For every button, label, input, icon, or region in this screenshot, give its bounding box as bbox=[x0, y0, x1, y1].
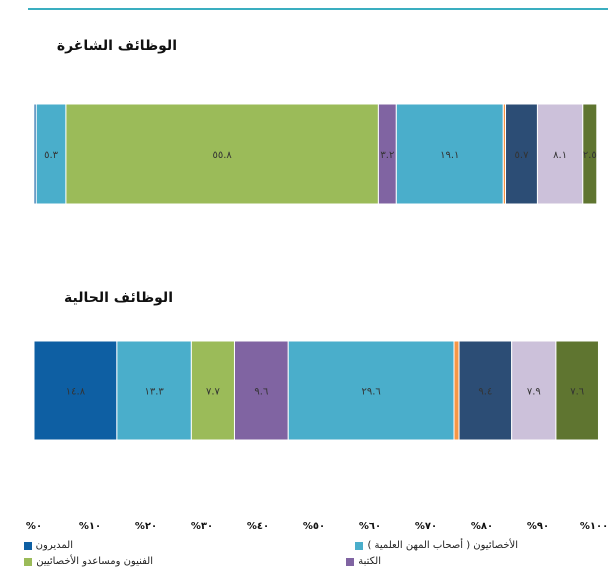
data-label-current-6: ٩.٤ bbox=[478, 387, 492, 398]
bar-segment-vacancies-8 bbox=[582, 103, 598, 205]
legend-item-technicians: الفنيون ومساعدو الأخصائيين bbox=[24, 556, 153, 567]
bar-segment-current-5 bbox=[453, 340, 460, 441]
data-label-current-3: ٩.٦ bbox=[254, 387, 268, 398]
x-tick-label-2: %٢٠ bbox=[135, 521, 157, 532]
bar-segment-vacancies-4 bbox=[395, 103, 504, 205]
x-tick-label-3: %٣٠ bbox=[191, 521, 213, 532]
x-tick-label-5: %٥٠ bbox=[303, 521, 325, 532]
data-label-current-0: ١٤.٨ bbox=[66, 387, 86, 398]
data-label-vacancies-8: ٢.٥ bbox=[583, 150, 597, 161]
legend-label-managers: المديرون bbox=[35, 540, 73, 551]
legend-label-technicians: الفنيون ومساعدو الأخصائيين bbox=[36, 556, 153, 567]
data-label-vacancies-6: ٥.٧ bbox=[515, 150, 530, 161]
x-tick-label-1: %١٠ bbox=[79, 521, 101, 532]
bar-segment-current-0 bbox=[33, 340, 118, 441]
bar-segment-vacancies-2 bbox=[65, 103, 379, 205]
legend-swatch-technicians bbox=[24, 557, 33, 566]
legend-swatch-professionals bbox=[355, 541, 364, 550]
data-label-current-4: ٢٩.٦ bbox=[361, 387, 380, 398]
x-tick-label-8: %٨٠ bbox=[471, 521, 493, 532]
top-rule bbox=[28, 8, 608, 10]
bar-segment-current-6 bbox=[458, 340, 513, 441]
data-label-vacancies-4: ١٩.١ bbox=[440, 150, 459, 161]
vacancies-title: الوظائف الشاغرة bbox=[56, 38, 177, 54]
bar-segment-current-1 bbox=[116, 340, 192, 441]
x-tick-label-6: %٦٠ bbox=[359, 521, 381, 532]
data-label-current-7: ٧.٩ bbox=[527, 387, 541, 398]
data-label-vacancies-7: ٨.١ bbox=[553, 150, 567, 161]
legend-label-professionals: الأخصائيون ( أصحاب المهن العلمية ) bbox=[367, 540, 518, 551]
bar-segment-current-4 bbox=[287, 340, 455, 441]
legend-swatch-managers bbox=[23, 541, 32, 550]
legend-item-professionals: الأخصائيون ( أصحاب المهن العلمية ) bbox=[355, 540, 518, 551]
bar-segment-vacancies-7 bbox=[536, 103, 584, 205]
data-label-vacancies-3: ٣.٢ bbox=[380, 150, 394, 161]
bar-segment-vacancies-6 bbox=[505, 103, 538, 205]
data-label-vacancies-1: ٥.٣ bbox=[44, 150, 59, 161]
x-tick-label-9: %٩٠ bbox=[527, 521, 549, 532]
x-tick-label-4: %٤٠ bbox=[247, 521, 269, 532]
bar-segment-current-8 bbox=[555, 340, 599, 441]
x-tick-label-0: %٠ bbox=[26, 521, 42, 532]
data-label-current-8: ٧.٦ bbox=[570, 387, 584, 398]
data-label-current-1: ١٣.٣ bbox=[144, 387, 164, 398]
legend-label-clerks: الكتبة bbox=[358, 556, 381, 567]
legend-swatch-clerks bbox=[346, 557, 355, 566]
x-tick-label-10: %١٠٠ bbox=[580, 521, 608, 532]
legend-item-managers: المديرون bbox=[23, 540, 73, 551]
data-label-current-2: ٧.٧ bbox=[206, 387, 221, 398]
legend-item-clerks: الكتبة bbox=[346, 556, 381, 567]
bar-segment-current-3 bbox=[233, 340, 289, 441]
data-label-vacancies-2: ٥٥.٨ bbox=[213, 150, 233, 161]
current-jobs-title: الوظائف الحالية bbox=[64, 290, 173, 306]
bar-segment-vacancies-1 bbox=[35, 103, 67, 205]
x-tick-label-7: %٧٠ bbox=[415, 521, 437, 532]
